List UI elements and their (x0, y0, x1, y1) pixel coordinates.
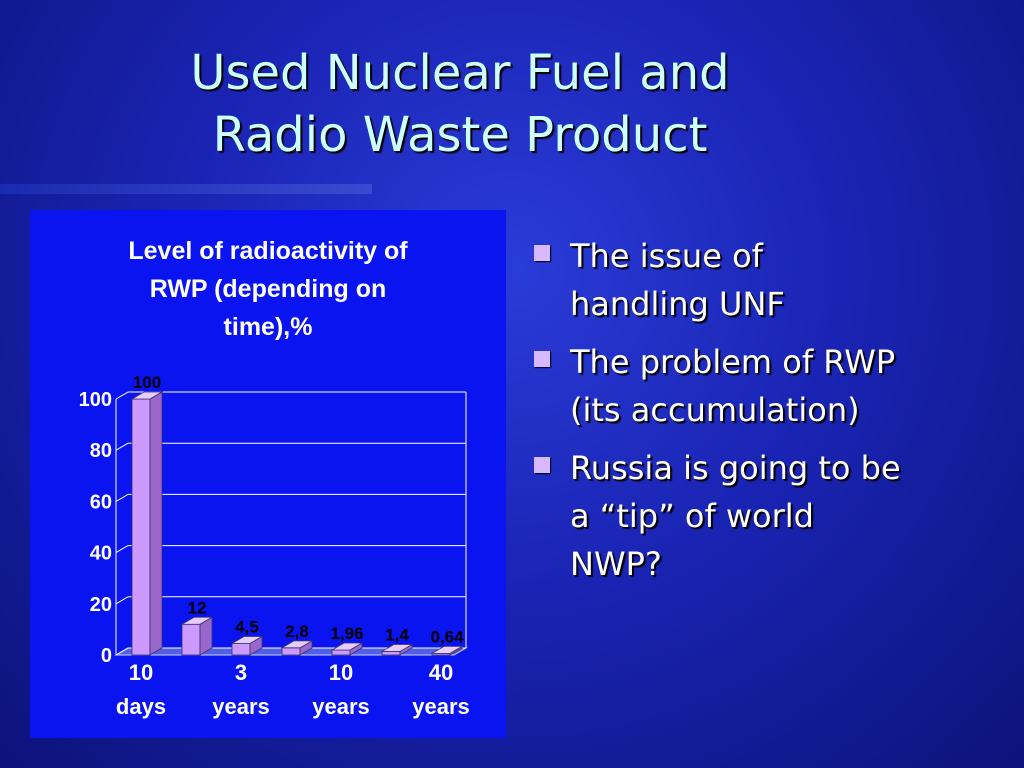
bar (281, 647, 301, 656)
x-tick-label: 10 (329, 660, 353, 685)
x-tick-label: 10 (129, 660, 153, 685)
bullet-item-unf: The issue of handling UNF (530, 232, 990, 328)
gridline-depth (115, 647, 129, 656)
chart-title-line-3: time),% (223, 313, 313, 341)
bar-top (330, 642, 364, 651)
chart-title: Level of radioactivity of RWP (depending… (30, 232, 506, 346)
y-tick-label: 60 (90, 491, 112, 513)
chart-title-line-1: Level of radioactivity of (128, 237, 408, 265)
bar-side (149, 391, 163, 656)
bar (381, 651, 401, 656)
data-label: 4,5 (235, 617, 259, 636)
bullet-item-russia-line-2: a “tip” of world (570, 497, 814, 535)
bullet-item-unf-line-1: The issue of (570, 237, 763, 275)
bullet-item-unf-line-2: handling UNF (570, 285, 785, 323)
x-tick-label: 3 (235, 660, 247, 685)
square-bullet-icon (534, 351, 550, 367)
y-tick-label: 40 (90, 543, 112, 565)
chart-title-line-2: RWP (depending on (149, 275, 387, 303)
gridline-depth (115, 596, 129, 605)
bar-top (180, 616, 214, 625)
bar-top (230, 636, 264, 644)
slide-title: Used Nuclear Fuel and Radio Waste Produc… (130, 42, 790, 166)
title-divider (0, 184, 372, 194)
x-tick-label: years (412, 694, 470, 719)
square-bullet-icon (534, 457, 550, 473)
gridline-depth (115, 545, 129, 554)
x-tick-label: years (212, 694, 270, 719)
y-tick-label: 20 (90, 594, 112, 616)
slide-title-line-1: Used Nuclear Fuel and (190, 45, 730, 101)
data-label: 12 (188, 598, 207, 617)
x-tick-label: years (312, 694, 370, 719)
chart-panel: Level of radioactivity of RWP (depending… (30, 210, 506, 738)
bar (231, 643, 251, 656)
bullet-item-russia-line-3: NWP? (570, 545, 662, 583)
x-tick-label: days (116, 694, 166, 719)
bullet-item-rwp-line-1: The problem of RWP (570, 343, 896, 381)
data-label: 1,96 (330, 624, 363, 643)
bar-chart: 0 20 40 60 80 100 100 12 4,5 2,8 1,96 1,4 0,64 10 days… (79, 373, 470, 719)
bar (181, 623, 201, 656)
bar (331, 649, 351, 656)
bar (131, 398, 151, 656)
square-bullet-icon (534, 245, 550, 261)
gridline-depth (115, 493, 129, 502)
gridline-depth (115, 391, 129, 400)
data-label: 0,64 (430, 627, 464, 646)
bullet-list: The issue of handling UNF The problem of… (530, 232, 990, 598)
slide-title-line-2: Radio Waste Product (212, 107, 708, 163)
data-label: 1,4 (385, 625, 409, 644)
bullet-item-russia-line-1: Russia is going to be (570, 449, 901, 487)
bar-top (280, 640, 314, 649)
gridline-depth (115, 442, 129, 451)
bar-top (380, 644, 414, 652)
data-label: 100 (133, 373, 161, 392)
bar-top (130, 391, 164, 400)
bar-top (430, 645, 464, 654)
bullet-item-rwp-line-2: (its accumulation) (570, 391, 860, 429)
x-tick-label: 40 (429, 660, 453, 685)
data-label: 2,8 (285, 622, 309, 641)
y-tick-label: 100 (79, 389, 112, 411)
y-tick-label: 0 (101, 645, 112, 667)
y-tick-label: 80 (90, 440, 112, 462)
bullet-item-russia: Russia is going to be a “tip” of world N… (530, 444, 990, 588)
bullet-item-rwp: The problem of RWP (its accumulation) (530, 338, 990, 434)
